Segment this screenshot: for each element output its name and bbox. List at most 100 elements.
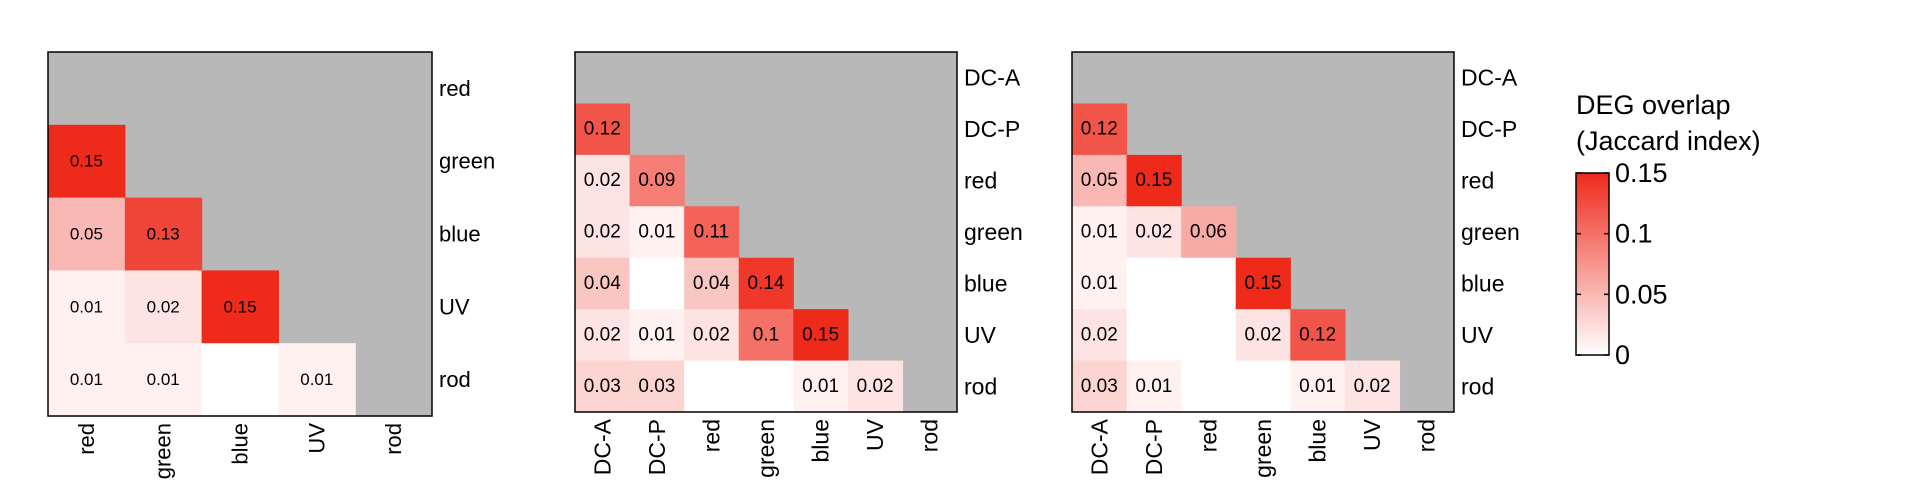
heatmap-panel-middle: 0.12 0.02 0.09 0.02 0.01 0.11 0.04 0.04 0.14 0.02… — [574, 51, 1023, 478]
x-tick-label: blue — [228, 423, 253, 465]
heatmap-cell — [1126, 360, 1182, 413]
cell-value-label: 0.03 — [638, 376, 675, 397]
cell-value-label: 0.12 — [1299, 324, 1336, 345]
heatmap-panel-cones: 0.15 0.05 0.13 0.01 0.02 0.15 0.01 0.01 0.01 red g… — [47, 51, 495, 479]
heatmap-panel-right: 0.12 0.05 0.15 0.01 0.02 0.06 0.01 0.15 0.02 0.02… — [1071, 51, 1520, 478]
x-tick-label: UV — [304, 423, 329, 454]
heatmap-cell — [1072, 103, 1128, 156]
heatmap-cell — [793, 360, 849, 413]
cell-value-label: 0.01 — [802, 376, 839, 397]
cell-value-label: 0.05 — [1081, 170, 1118, 191]
y-tick-label: DC-A — [964, 65, 1021, 91]
heatmap-cell — [1072, 257, 1128, 310]
panel-frame — [1071, 51, 1455, 413]
cell-value-label: 0.12 — [1081, 119, 1118, 140]
x-tick-label: DC-A — [589, 418, 615, 475]
cell-value-label: 0.02 — [147, 297, 180, 316]
panel-frame — [574, 51, 958, 413]
x-tick-label: DC-P — [1141, 419, 1167, 475]
heatmap-cell — [629, 309, 685, 362]
heatmap-cell — [1181, 206, 1237, 259]
cell-value-label: 0.01 — [638, 324, 675, 345]
heatmap-cell — [201, 270, 279, 344]
heatmap-cell — [124, 343, 203, 417]
x-tick-label: blue — [1305, 419, 1331, 462]
heatmap-cell — [1235, 257, 1291, 310]
cell-value-label: 0.15 — [1245, 273, 1282, 294]
cell-value-label: 0.11 — [694, 222, 730, 243]
heatmap-cell — [48, 124, 126, 199]
x-tick-label: DC-A — [1086, 418, 1112, 475]
cell-value-label: 0.01 — [638, 222, 675, 243]
y-tick-label: green — [1461, 219, 1520, 245]
heatmap-cell — [1181, 360, 1237, 413]
cell-value-label: 0.01 — [1081, 222, 1118, 243]
x-tick-label: UV — [1359, 418, 1385, 451]
heatmap-cell — [1072, 206, 1128, 259]
cell-value-label: 0.13 — [147, 225, 180, 244]
cell-value-label: 0.02 — [857, 376, 894, 397]
x-tick-label: DC-P — [644, 419, 670, 475]
heatmap-cell — [684, 309, 740, 362]
legend-tick-label: 0.1 — [1615, 219, 1653, 249]
heatmap-cell — [847, 360, 904, 413]
cell-value-label: 0.15 — [223, 297, 256, 316]
cell-value-label: 0.01 — [1135, 376, 1172, 397]
heatmap-cell — [1126, 257, 1182, 310]
cell-value-label: 0.02 — [1354, 376, 1391, 397]
y-tick-label: DC-A — [1461, 65, 1518, 91]
heatmap-cell — [1235, 360, 1291, 413]
cell-value-label: 0.02 — [584, 222, 621, 243]
heatmap-cell — [48, 197, 126, 271]
y-tick-label: blue — [964, 270, 1007, 296]
cell-value-label: 0.06 — [1190, 222, 1227, 243]
cell-value-label: 0.04 — [584, 273, 621, 294]
legend-title-line1: DEG overlap — [1576, 90, 1731, 120]
y-tick-label: green — [964, 219, 1023, 245]
cell-value-label: 0.01 — [70, 370, 103, 389]
heatmap-cell — [575, 206, 631, 259]
legend-tick-label: 0.15 — [1615, 158, 1668, 188]
heatmap-cell — [738, 257, 794, 310]
x-tick-label: green — [151, 423, 176, 479]
y-tick-label: rod — [439, 367, 471, 392]
heatmap-cell — [793, 309, 849, 362]
heatmap-cell — [575, 154, 631, 207]
y-tick-label: DC-P — [1461, 116, 1517, 142]
cell-value-label: 0.03 — [1081, 376, 1118, 397]
y-tick-label: blue — [439, 222, 481, 247]
y-tick-label: rod — [964, 373, 997, 399]
heatmap-cell — [1290, 309, 1346, 362]
heatmap-cell — [278, 343, 356, 417]
legend-title-line2: (Jaccard index) — [1576, 126, 1761, 156]
cell-value-label: 0.15 — [802, 324, 839, 345]
x-tick-label: rod — [917, 419, 943, 452]
cell-value-label: 0.02 — [693, 324, 730, 345]
heatmap-cell — [1181, 257, 1237, 310]
cell-value-label: 0.04 — [693, 273, 730, 294]
heatmap-cell — [1290, 360, 1346, 413]
heatmap-cell — [738, 309, 794, 362]
heatmap-cell — [1126, 309, 1182, 362]
cell-value-label: 0.01 — [147, 370, 180, 389]
cell-value-label: 0.15 — [1135, 170, 1172, 191]
color-legend: DEG overlap (Jaccard index) 0.15 0.1 0.05 0 — [1575, 90, 1761, 370]
x-tick-label: red — [74, 423, 99, 455]
y-tick-label: green — [439, 149, 495, 174]
heatmap-cell — [124, 197, 203, 271]
y-tick-label: UV — [1461, 322, 1494, 348]
cell-value-label: 0.15 — [70, 152, 103, 171]
y-tick-label: UV — [439, 294, 470, 319]
heatmap-cell — [684, 360, 740, 413]
cell-value-label: 0.01 — [300, 370, 333, 389]
legend-color-bar — [1575, 172, 1610, 356]
heatmap-cell — [684, 206, 740, 259]
legend-tick-label: 0.05 — [1615, 279, 1668, 309]
legend-ticks: 0.15 0.1 0.05 0 — [1576, 158, 1668, 370]
heatmap-cell — [1072, 360, 1128, 413]
heatmap-cell — [1126, 206, 1182, 259]
x-tick-label: red — [698, 419, 724, 452]
cell-value-label: 0.02 — [1081, 324, 1118, 345]
cell-value-label: 0.01 — [70, 297, 103, 316]
